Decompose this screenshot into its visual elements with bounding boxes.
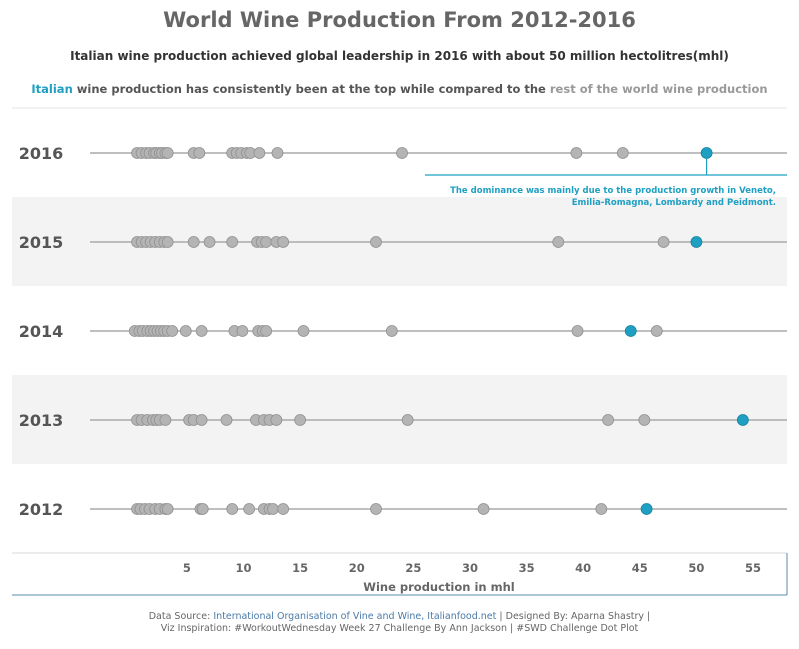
rest-of-world-highlight: rest of the world wine production [549, 82, 768, 96]
annotation-layer: The dominance was mainly due to the prod… [425, 159, 787, 208]
x-tick-label: 5 [183, 561, 191, 575]
annotation-text-line-2: Emilia-Romagna, Lombardy and Peidmont. [572, 198, 776, 208]
other-country-dot[interactable] [616, 147, 629, 159]
other-country-dot[interactable] [195, 325, 208, 337]
other-country-dot[interactable] [243, 503, 256, 515]
year-label: 2013 [19, 411, 64, 430]
other-country-dot[interactable] [294, 414, 307, 426]
other-country-dot[interactable] [370, 503, 382, 515]
x-tick-label: 20 [349, 561, 365, 575]
x-tick-label: 55 [745, 561, 761, 575]
year-label: 2012 [19, 500, 64, 519]
chart-title: World Wine Production From 2012-2016 [163, 8, 636, 32]
chart-subtitle: Italian wine production achieved global … [70, 49, 729, 63]
other-country-dot[interactable] [161, 503, 174, 515]
x-tick-label: 30 [462, 561, 478, 575]
other-country-dot[interactable] [552, 236, 565, 248]
year-label: 2014 [19, 322, 64, 341]
source-link[interactable]: International Organisation of Vine and W… [213, 611, 497, 622]
other-country-dot[interactable] [203, 236, 216, 248]
other-country-dot[interactable] [226, 236, 239, 248]
x-tick-label: 45 [632, 561, 648, 575]
x-tick-label: 15 [292, 561, 308, 575]
other-country-dot[interactable] [602, 414, 615, 426]
other-country-dot[interactable] [161, 147, 174, 159]
italian-highlight: Italian [31, 82, 73, 96]
other-country-dot[interactable] [270, 414, 283, 426]
other-country-dot[interactable] [638, 414, 651, 426]
description-middle: wine production has consistently been at… [76, 82, 546, 96]
other-country-dot[interactable] [571, 325, 584, 337]
annotation-text-line-1: The dominance was mainly due to the prod… [450, 186, 776, 196]
other-country-dot[interactable] [220, 414, 233, 426]
other-country-dot[interactable] [370, 236, 382, 248]
other-country-dot[interactable] [161, 236, 174, 248]
rows-layer: 2016 2015 2014 2013 2012 [19, 144, 787, 519]
other-country-dot[interactable] [401, 414, 414, 426]
year-label: 2015 [19, 233, 64, 252]
italy-dot[interactable] [700, 147, 713, 159]
year-label: 2016 [19, 144, 64, 163]
other-country-dot[interactable] [159, 414, 172, 426]
x-axis: 5 10 15 20 25 30 35 40 45 50 55 Wine production in … [12, 552, 788, 596]
other-country-dot[interactable] [385, 325, 398, 337]
x-tick-label: 10 [236, 561, 252, 575]
other-country-dot[interactable] [477, 503, 490, 515]
other-country-dot[interactable] [166, 325, 179, 337]
other-country-dot[interactable] [277, 503, 290, 515]
other-country-dot[interactable] [195, 414, 208, 426]
italy-dot[interactable] [736, 414, 749, 426]
other-country-dot[interactable] [226, 503, 239, 515]
year-row-2016: 2016 [19, 144, 787, 163]
row-bands [12, 107, 787, 464]
other-country-dot[interactable] [236, 325, 249, 337]
other-country-dot[interactable] [595, 503, 608, 515]
other-country-dot[interactable] [196, 503, 209, 515]
x-tick-label: 50 [688, 561, 704, 575]
year-row-2015: 2015 [19, 233, 787, 252]
other-country-dot[interactable] [260, 325, 273, 337]
year-row-2013: 2013 [19, 411, 787, 430]
footer-line-2: Viz Inspiration: #WorkoutWednesday Week … [160, 623, 639, 634]
other-country-dot[interactable] [271, 147, 284, 159]
other-country-dot[interactable] [277, 236, 290, 248]
italy-dot[interactable] [690, 236, 703, 248]
other-country-dot[interactable] [570, 147, 583, 159]
other-country-dot[interactable] [260, 236, 273, 248]
other-country-dot[interactable] [267, 503, 279, 515]
other-country-dot[interactable] [297, 325, 310, 337]
italy-dot[interactable] [624, 325, 637, 337]
year-row-2014: 2014 [19, 322, 787, 341]
other-country-dot[interactable] [396, 147, 408, 159]
other-country-dot[interactable] [657, 236, 670, 248]
other-country-dot[interactable] [187, 236, 200, 248]
x-tick-label: 40 [575, 561, 591, 575]
chart-description: Italian wine production has consistently… [0, 82, 799, 96]
other-country-dot[interactable] [193, 147, 206, 159]
other-country-dot[interactable] [253, 147, 266, 159]
source-label: Data Source: [148, 611, 211, 622]
x-tick-label: 35 [519, 561, 535, 575]
x-axis-label: Wine production in mhl [363, 580, 514, 594]
italy-dot[interactable] [640, 503, 653, 515]
other-country-dot[interactable] [179, 325, 192, 337]
other-country-dot[interactable] [650, 325, 663, 337]
footer-line-1: Data Source: International Organisation … [0, 611, 799, 622]
x-tick-label: 25 [405, 561, 421, 575]
year-row-2012: 2012 [19, 500, 787, 519]
designed-by: | Designed By: Aparna Shastry | [499, 611, 651, 622]
